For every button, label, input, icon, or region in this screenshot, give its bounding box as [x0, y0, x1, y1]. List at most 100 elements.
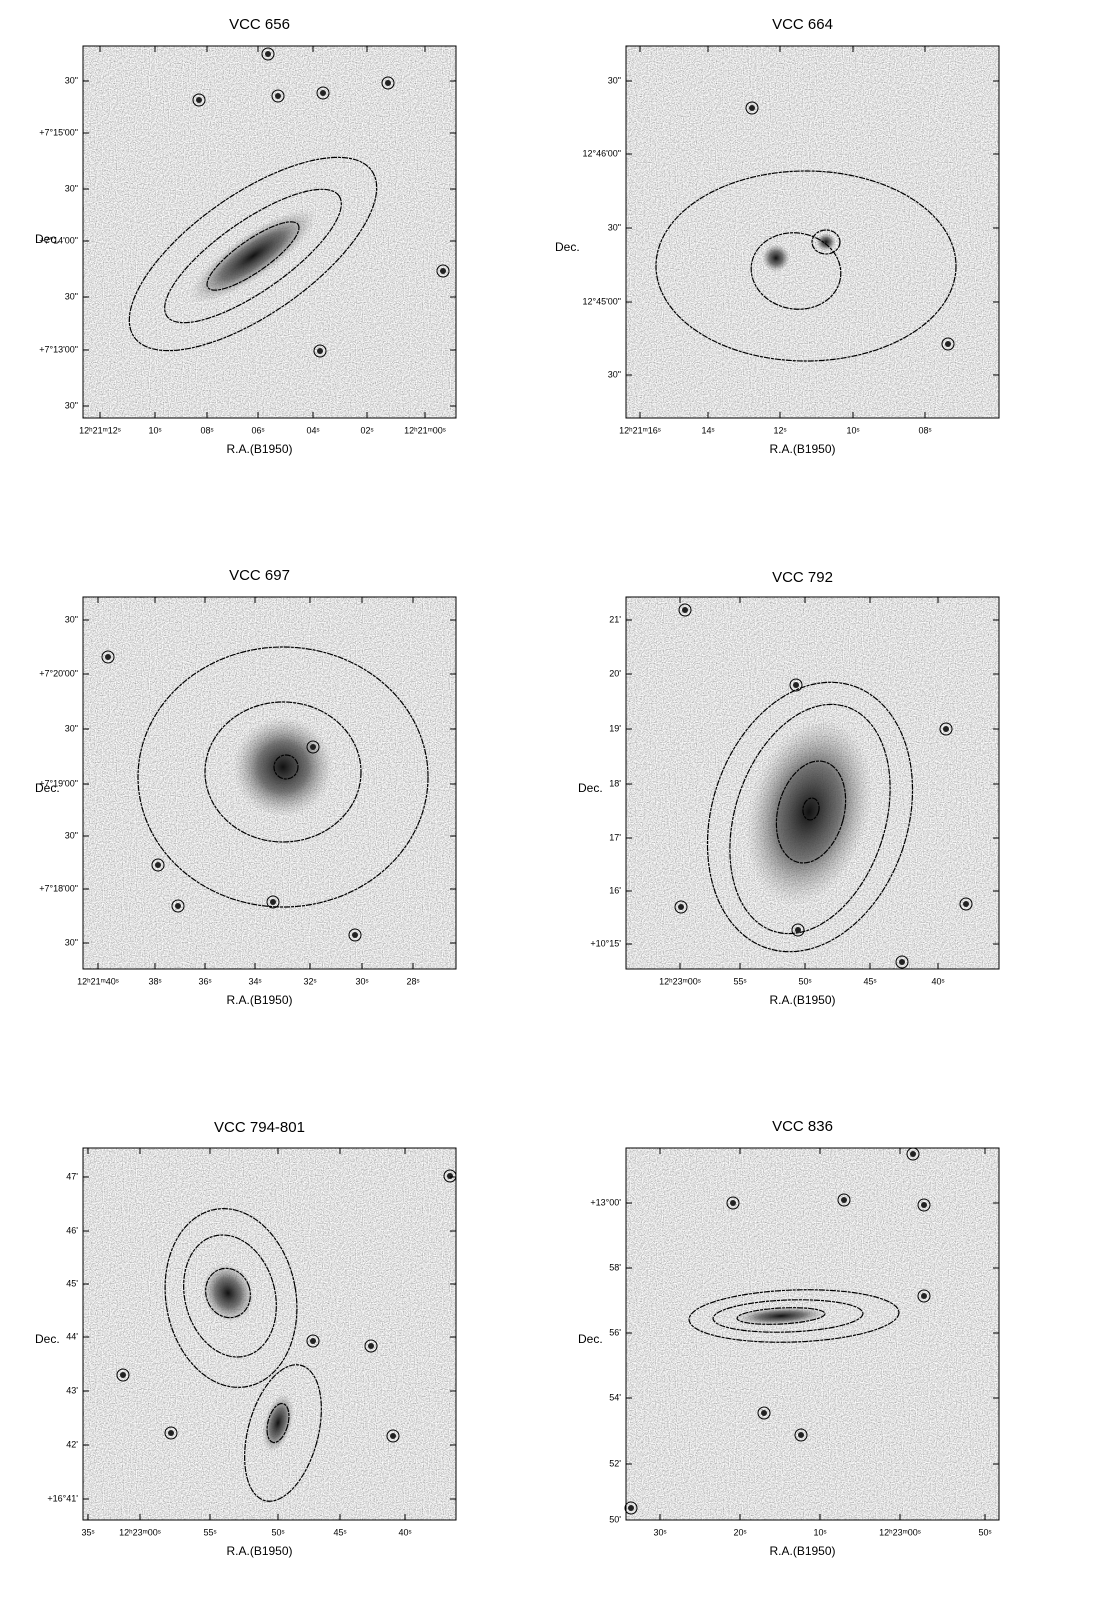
star [265, 51, 271, 57]
y-axis-label: Dec. [35, 1332, 60, 1346]
y-tick-label: 30" [65, 400, 78, 410]
y-tick-label: 30" [65, 75, 78, 85]
x-tick-label: 12ʰ23ᵐ00ˢ [659, 976, 701, 986]
star [899, 959, 905, 965]
panel: VCC 697 Dec. R.A.(B1950) 30" +7°20'00" 30" +7°… [35, 567, 457, 1007]
x-tick-label: 08ˢ [200, 425, 213, 435]
x-tick-label: 12ʰ21ᵐ40ˢ [77, 976, 119, 986]
contour [137, 646, 429, 908]
y-tick-label: +13°00' [590, 1197, 621, 1207]
y-tick-label: +10°15' [590, 938, 621, 948]
star [798, 1432, 804, 1438]
x-tick-label: 38ˢ [148, 976, 161, 986]
y-tick-label: 30" [65, 937, 78, 947]
star-contour [171, 899, 185, 913]
x-axis-label: R.A.(B1950) [769, 1544, 835, 1558]
x-tick-label: 40ˢ [398, 1527, 411, 1537]
y-tick-label: +7°19'00" [39, 778, 78, 788]
star [682, 607, 688, 613]
y-tick-label: +7°20'00" [39, 668, 78, 678]
frame [82, 1147, 457, 1521]
x-tick-label: 12ʰ21ᵐ12ˢ [79, 425, 121, 435]
y-axis-label: Dec. [578, 781, 603, 795]
frame [625, 596, 1000, 970]
y-tick-label: +16°41' [47, 1493, 78, 1503]
x-tick-label: 28ˢ [406, 976, 419, 986]
star [921, 1293, 927, 1299]
star-contour [757, 1406, 771, 1420]
x-tick-label: 50ˢ [271, 1527, 284, 1537]
panel-title: VCC 836 [772, 1118, 833, 1135]
x-tick-label: 12ʰ23ᵐ00ˢ [879, 1527, 921, 1537]
star-contour [917, 1289, 931, 1303]
image-background [626, 46, 999, 418]
star [749, 105, 755, 111]
y-tick-label: 56' [609, 1327, 621, 1337]
y-tick-label: 30" [608, 222, 621, 232]
x-tick-label: 04ˢ [306, 425, 319, 435]
y-tick-label: 19' [609, 723, 621, 733]
frame [82, 596, 457, 970]
galaxy [746, 718, 872, 906]
star [368, 1343, 374, 1349]
star [943, 726, 949, 732]
x-axis-label: R.A.(B1950) [226, 993, 292, 1007]
x-tick-label: 36ˢ [198, 976, 211, 986]
panel-title: VCC 664 [772, 16, 833, 33]
y-tick-label: 58' [609, 1262, 621, 1272]
x-tick-label: 30ˢ [653, 1527, 666, 1537]
x-tick-label: 02ˢ [360, 425, 373, 435]
contour [706, 681, 914, 953]
x-tick-label: 40ˢ [931, 976, 944, 986]
galaxy [736, 1306, 826, 1326]
star [447, 1173, 453, 1179]
y-tick-label: 46' [66, 1225, 78, 1235]
star-contour [381, 76, 395, 90]
y-tick-label: 45' [66, 1278, 78, 1288]
contour [655, 170, 957, 362]
y-tick-label: +7°13'00" [39, 344, 78, 354]
y-tick-label: 21' [609, 614, 621, 624]
star [841, 1197, 847, 1203]
panels: VCC 656 Dec. R.A.(B1950) 30" +7°15'00" 30" +7°… [35, 16, 1000, 1558]
y-tick-label: 20' [609, 668, 621, 678]
x-tick-label: 45ˢ [333, 1527, 346, 1537]
y-axis-label: Dec. [578, 1332, 603, 1346]
x-tick-label: 12ʰ23ᵐ00ˢ [119, 1527, 161, 1537]
star [168, 1430, 174, 1436]
star-contour [789, 678, 803, 692]
x-tick-label: 34ˢ [248, 976, 261, 986]
star [385, 80, 391, 86]
galaxy [762, 244, 790, 272]
galaxy [262, 1393, 294, 1453]
contour [811, 229, 841, 255]
frame [625, 1147, 1000, 1521]
x-axis-label: R.A.(B1950) [769, 993, 835, 1007]
contour [775, 760, 847, 864]
y-tick-label: 54' [609, 1392, 621, 1402]
star-contour [266, 895, 280, 909]
y-tick-label: 43' [66, 1385, 78, 1395]
star-contour [316, 86, 330, 100]
contour [128, 156, 378, 352]
contour [266, 1402, 290, 1444]
x-tick-label: 20ˢ [733, 1527, 746, 1537]
contour [688, 1289, 900, 1343]
y-tick-label: 30" [65, 614, 78, 624]
x-tick-label: 32ˢ [303, 976, 316, 986]
galaxy [816, 233, 836, 251]
star [910, 1151, 916, 1157]
panel: VCC 664 Dec. R.A.(B1950) 30" 12°46'00" 30" 12°… [555, 16, 1000, 456]
contour [183, 1234, 277, 1358]
star-contour [151, 858, 165, 872]
image-background [626, 1148, 999, 1520]
panel: VCC 836 Dec. R.A.(B1950) +13°00' 58' 56' 54' 52… [578, 1118, 1000, 1558]
x-tick-label: 55ˢ [733, 976, 746, 986]
star-contour [436, 264, 450, 278]
panel: VCC 794-801 Dec. R.A.(B1950) 47' 46' 45' 44' 43… [35, 1119, 457, 1558]
y-tick-label: 30" [608, 369, 621, 379]
y-tick-label: 30" [65, 183, 78, 193]
y-tick-label: 30" [608, 75, 621, 85]
star [317, 348, 323, 354]
contour [205, 1267, 251, 1319]
